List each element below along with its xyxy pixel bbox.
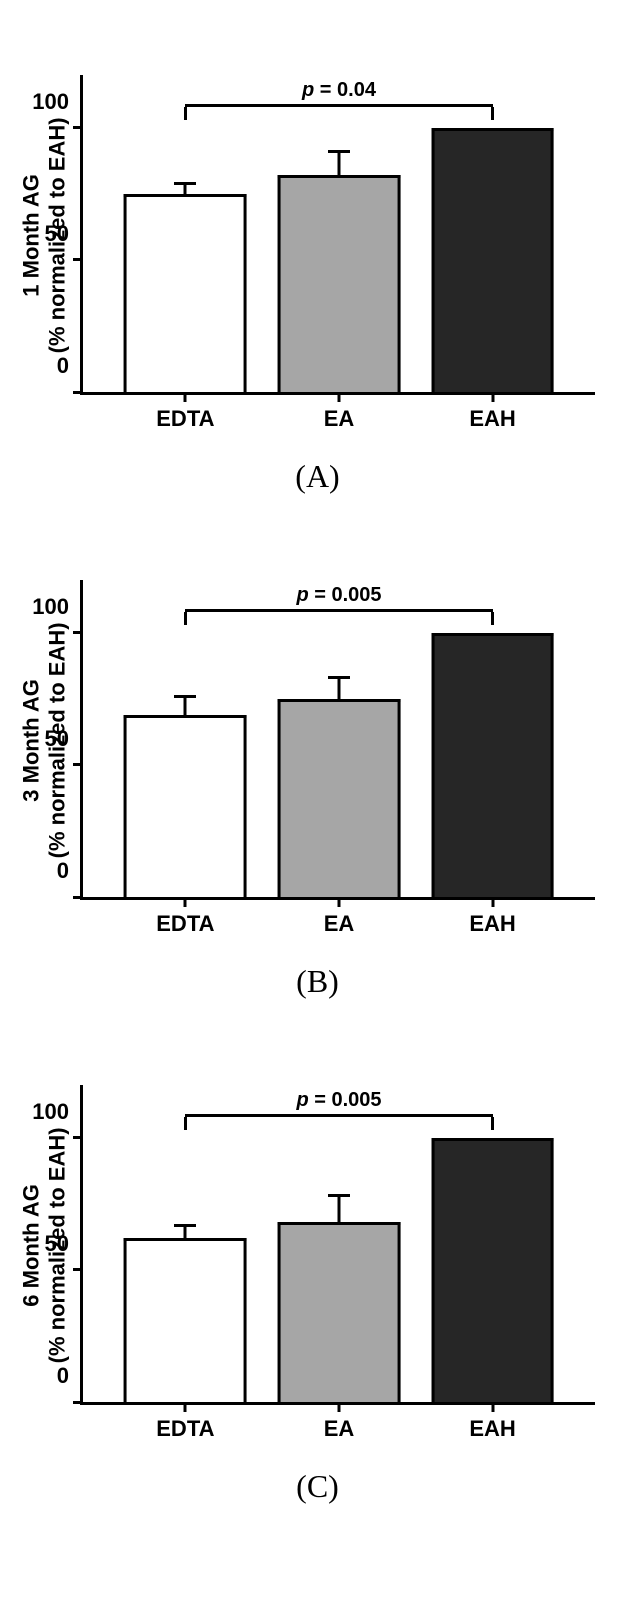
- y-tick-label: 100: [32, 594, 69, 620]
- y-tick-label: 50: [45, 1231, 69, 1257]
- y-tick-label: 100: [32, 1099, 69, 1125]
- plot-outer: 050100EDTAEAEAHp = 0.04: [80, 20, 625, 450]
- bar-EAH: [431, 1138, 554, 1402]
- y-tick: [73, 258, 83, 261]
- bar-EDTA: [124, 194, 247, 392]
- x-tick: [184, 1402, 187, 1412]
- error-cap: [328, 676, 350, 679]
- error-cap: [328, 1194, 350, 1197]
- x-tick-label: EDTA: [156, 911, 214, 937]
- x-tick-label: EDTA: [156, 406, 214, 432]
- p-value-label: p = 0.005: [296, 1089, 381, 1112]
- y-tick-label: 0: [57, 858, 69, 884]
- error-bar: [184, 1225, 187, 1238]
- bar-EDTA: [124, 1238, 247, 1402]
- x-tick: [184, 897, 187, 907]
- significance-drop: [491, 612, 494, 625]
- y-tick: [73, 1401, 83, 1404]
- plot-area: 050100EDTAEAEAHp = 0.04: [80, 75, 595, 395]
- panel-caption: (A): [10, 458, 625, 495]
- x-tick: [491, 1402, 494, 1412]
- y-tick-label: 100: [32, 89, 69, 115]
- bar-EAH: [431, 633, 554, 897]
- x-tick-label: EAH: [469, 1416, 515, 1442]
- plot-area: 050100EDTAEAEAHp = 0.005: [80, 1085, 595, 1405]
- y-tick-label: 50: [45, 221, 69, 247]
- x-tick: [338, 1402, 341, 1412]
- error-cap: [174, 695, 196, 698]
- significance-bar: [185, 104, 492, 107]
- significance-drop: [184, 107, 187, 120]
- x-tick-label: EA: [324, 1416, 355, 1442]
- x-tick: [338, 897, 341, 907]
- error-bar: [184, 696, 187, 714]
- panel-A: 1 Month AG(% normalized to EAH)050100EDT…: [10, 20, 625, 495]
- bar-EDTA: [124, 715, 247, 897]
- significance-drop: [491, 1117, 494, 1130]
- panel-B: 3 Month AG(% normalized to EAH)050100EDT…: [10, 525, 625, 1000]
- panel-caption: (C): [10, 1468, 625, 1505]
- p-value-label: p = 0.005: [296, 584, 381, 607]
- plot-area: 050100EDTAEAEAHp = 0.005: [80, 580, 595, 900]
- error-bar: [184, 183, 187, 194]
- error-cap: [174, 1224, 196, 1227]
- significance-bar: [185, 1114, 492, 1117]
- ylabel-line1: 1 Month AG: [19, 174, 44, 297]
- chart-wrap: 3 Month AG(% normalized to EAH)050100EDT…: [10, 525, 625, 955]
- y-tick: [73, 1268, 83, 1271]
- y-tick-label: 50: [45, 726, 69, 752]
- chart-wrap: 6 Month AG(% normalized to EAH)050100EDT…: [10, 1030, 625, 1460]
- x-tick: [184, 392, 187, 402]
- error-bar: [338, 152, 341, 176]
- bar-EA: [278, 175, 401, 392]
- y-tick-label: 0: [57, 1363, 69, 1389]
- y-tick: [73, 126, 83, 129]
- y-tick: [73, 763, 83, 766]
- significance-drop: [491, 107, 494, 120]
- x-tick-label: EDTA: [156, 1416, 214, 1442]
- plot-outer: 050100EDTAEAEAHp = 0.005: [80, 1030, 625, 1460]
- y-tick: [73, 896, 83, 899]
- x-tick-label: EAH: [469, 406, 515, 432]
- bar-EA: [278, 699, 401, 897]
- p-value-label: p = 0.04: [302, 79, 376, 102]
- plot-outer: 050100EDTAEAEAHp = 0.005: [80, 525, 625, 955]
- x-tick: [491, 897, 494, 907]
- bar-EAH: [431, 128, 554, 392]
- significance-bar: [185, 609, 492, 612]
- ylabel-line1: 6 Month AG: [19, 1184, 44, 1307]
- panel-caption: (B): [10, 963, 625, 1000]
- error-bar: [338, 1196, 341, 1222]
- significance-drop: [184, 1117, 187, 1130]
- error-bar: [338, 678, 341, 699]
- chart-wrap: 1 Month AG(% normalized to EAH)050100EDT…: [10, 20, 625, 450]
- x-tick-label: EAH: [469, 911, 515, 937]
- error-cap: [174, 182, 196, 185]
- x-tick: [491, 392, 494, 402]
- bar-EA: [278, 1222, 401, 1402]
- y-tick: [73, 1136, 83, 1139]
- significance-drop: [184, 612, 187, 625]
- x-tick: [338, 392, 341, 402]
- ylabel-line1: 3 Month AG: [19, 679, 44, 802]
- y-tick: [73, 391, 83, 394]
- x-tick-label: EA: [324, 911, 355, 937]
- y-tick: [73, 631, 83, 634]
- error-cap: [328, 150, 350, 153]
- x-tick-label: EA: [324, 406, 355, 432]
- panel-C: 6 Month AG(% normalized to EAH)050100EDT…: [10, 1030, 625, 1505]
- y-tick-label: 0: [57, 353, 69, 379]
